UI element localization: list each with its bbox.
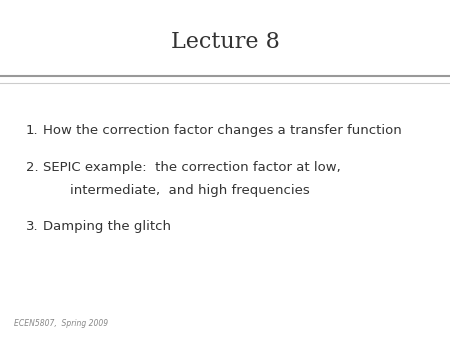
Text: intermediate,  and high frequencies: intermediate, and high frequencies <box>70 185 310 197</box>
Text: SEPIC example:  the correction factor at low,: SEPIC example: the correction factor at … <box>43 161 341 174</box>
Text: 2.: 2. <box>26 161 38 174</box>
Text: Lecture 8: Lecture 8 <box>171 31 279 53</box>
Text: Damping the glitch: Damping the glitch <box>43 220 171 233</box>
Text: 3.: 3. <box>26 220 38 233</box>
Text: How the correction factor changes a transfer function: How the correction factor changes a tran… <box>43 124 401 137</box>
Text: 1.: 1. <box>26 124 38 137</box>
Text: ECEN5807,  Spring 2009: ECEN5807, Spring 2009 <box>14 319 108 328</box>
